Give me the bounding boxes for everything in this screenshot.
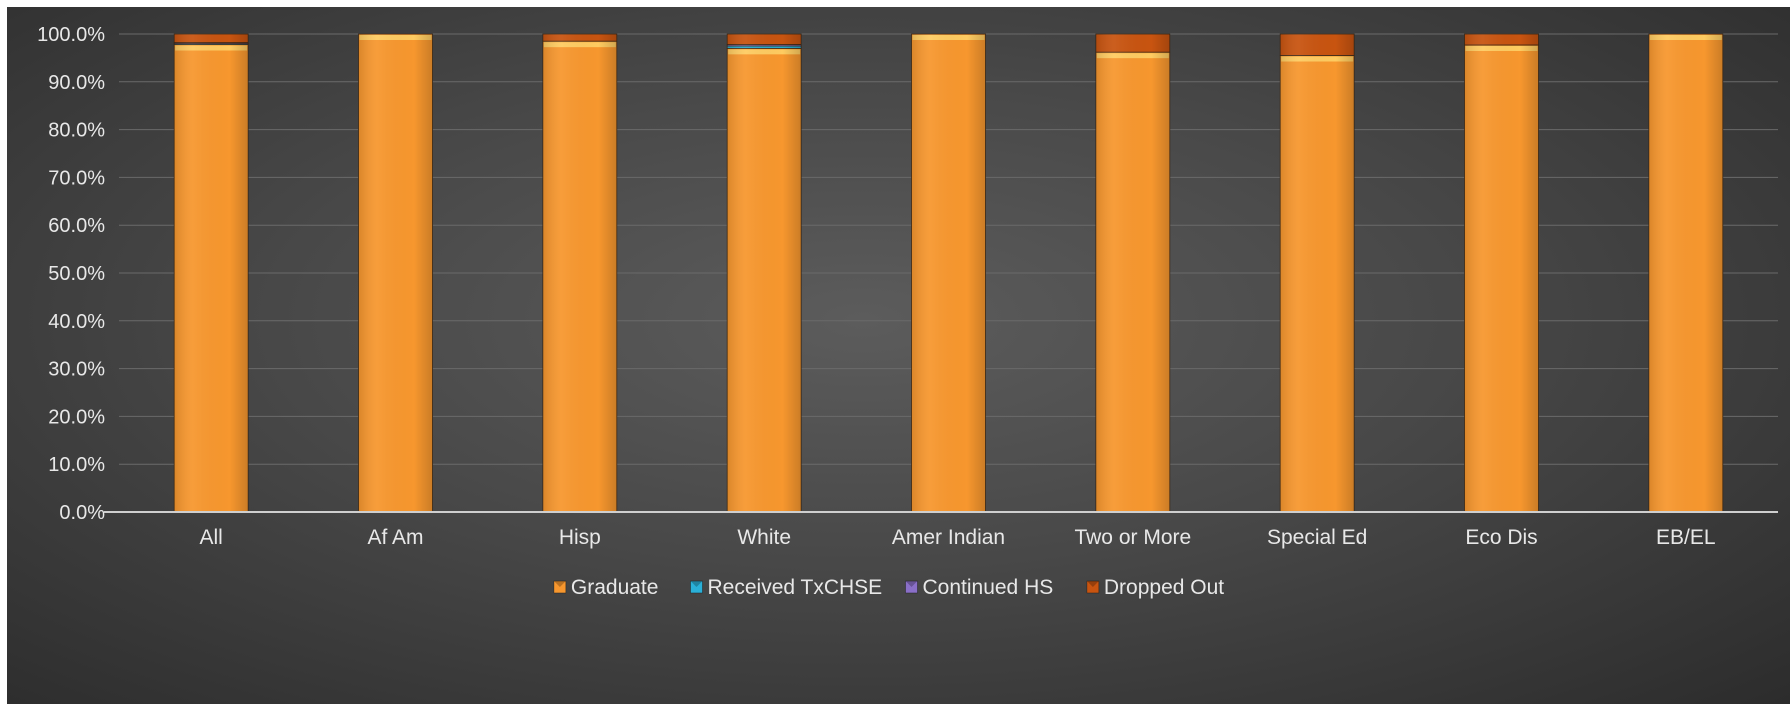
bar-highlight [1281,56,1354,62]
bar-segment-graduate [1279,55,1355,513]
bar-segment-dropped-out [726,33,802,45]
y-tick-label: 100.0% [37,24,105,46]
x-category-label: White [737,526,791,549]
bar-highlight [1096,53,1169,59]
x-axis: All Af Am Hisp White Amer Indian Two or More S… [104,511,1778,549]
legend-swatch [690,580,703,594]
bar-segment-dropped-out [1464,33,1539,46]
x-category-label: Eco Dis [1465,526,1537,549]
y-tick-label: 0.0% [59,502,105,524]
legend-swatch-shade [1086,581,1099,587]
bar-segment-dropped-out [542,33,618,42]
x-category-label: EB/EL [1656,526,1716,549]
bar-segment-graduate [542,40,618,513]
legend-item: Dropped Out [1086,576,1224,599]
bar-stack [1648,33,1724,513]
bar-stack [726,33,802,513]
legend-item: Received TxCHSE [690,576,883,599]
bar-segment-graduate [911,33,986,513]
legend-item: Continued HS [905,576,1054,599]
stacked-bar-chart: 0.0% 10.0% 20.0% 30.0% 40.0% 50.0% 60.0% 70.0% 8… [37,24,1778,599]
bar-segment-graduate [358,33,433,513]
x-category-label: All [199,526,222,549]
x-category-label: Two or More [1074,526,1191,549]
y-tick-label: 40.0% [48,311,105,333]
bar-segment-dropped-out [1095,33,1171,53]
bar-segment-graduate [1464,44,1539,513]
y-tick-label: 50.0% [48,263,105,285]
legend-label: Dropped Out [1104,576,1224,599]
bar-stack [173,33,249,513]
bar-segment-dropped-out [1279,33,1355,56]
bar-stack [911,33,986,513]
y-tick-label: 60.0% [48,215,105,237]
x-category-label: Amer Indian [892,526,1005,549]
chart-area: 0.0% 10.0% 20.0% 30.0% 40.0% 50.0% 60.0% 70.0% 8… [7,7,1790,704]
y-tick-label: 80.0% [48,120,105,142]
legend-swatch-shade [905,581,918,587]
bar-segment-graduate [1648,33,1724,513]
bar-segment-graduate [726,47,802,513]
legend-swatch-shade [690,581,703,587]
bar-highlight [728,49,801,55]
y-tick-label: 70.0% [48,167,105,189]
legend-label: Graduate [571,576,659,599]
legend: Graduate Received TxCHSE Continued HS Dropp… [553,576,1224,599]
bar-segment-dropped-out [173,33,249,44]
x-category-label: Special Ed [1267,526,1367,549]
bars [173,33,1724,513]
y-tick-label: 90.0% [48,72,105,94]
legend-swatch-shade [553,581,566,587]
y-axis: 0.0% 10.0% 20.0% 30.0% 40.0% 50.0% 60.0% 70.0% 8… [37,24,105,524]
bar-stack [1095,33,1171,513]
y-tick-label: 30.0% [48,359,105,381]
bar-stack [1464,33,1539,513]
bar-stack [1279,33,1355,513]
legend-swatch [553,580,567,594]
bar-highlight [1465,45,1538,51]
x-category-label: Af Am [367,526,423,549]
bar-highlight [912,35,985,40]
bar-highlight [1649,35,1722,40]
bar-highlight [359,35,432,40]
bar-stack [358,33,433,513]
legend-item: Graduate [553,576,659,599]
y-tick-label: 20.0% [48,406,105,428]
legend-label: Continued HS [923,576,1054,599]
x-category-label: Hisp [559,526,601,549]
legend-swatch [905,580,918,594]
bar-segment-graduate [173,44,249,513]
bar-highlight [543,42,616,48]
bar-segment-graduate [1095,51,1171,513]
y-tick-label: 10.0% [48,454,105,476]
legend-swatch [1086,580,1100,594]
legend-label: Received TxCHSE [708,576,883,599]
bar-highlight [175,45,248,51]
bar-stack [542,33,618,513]
